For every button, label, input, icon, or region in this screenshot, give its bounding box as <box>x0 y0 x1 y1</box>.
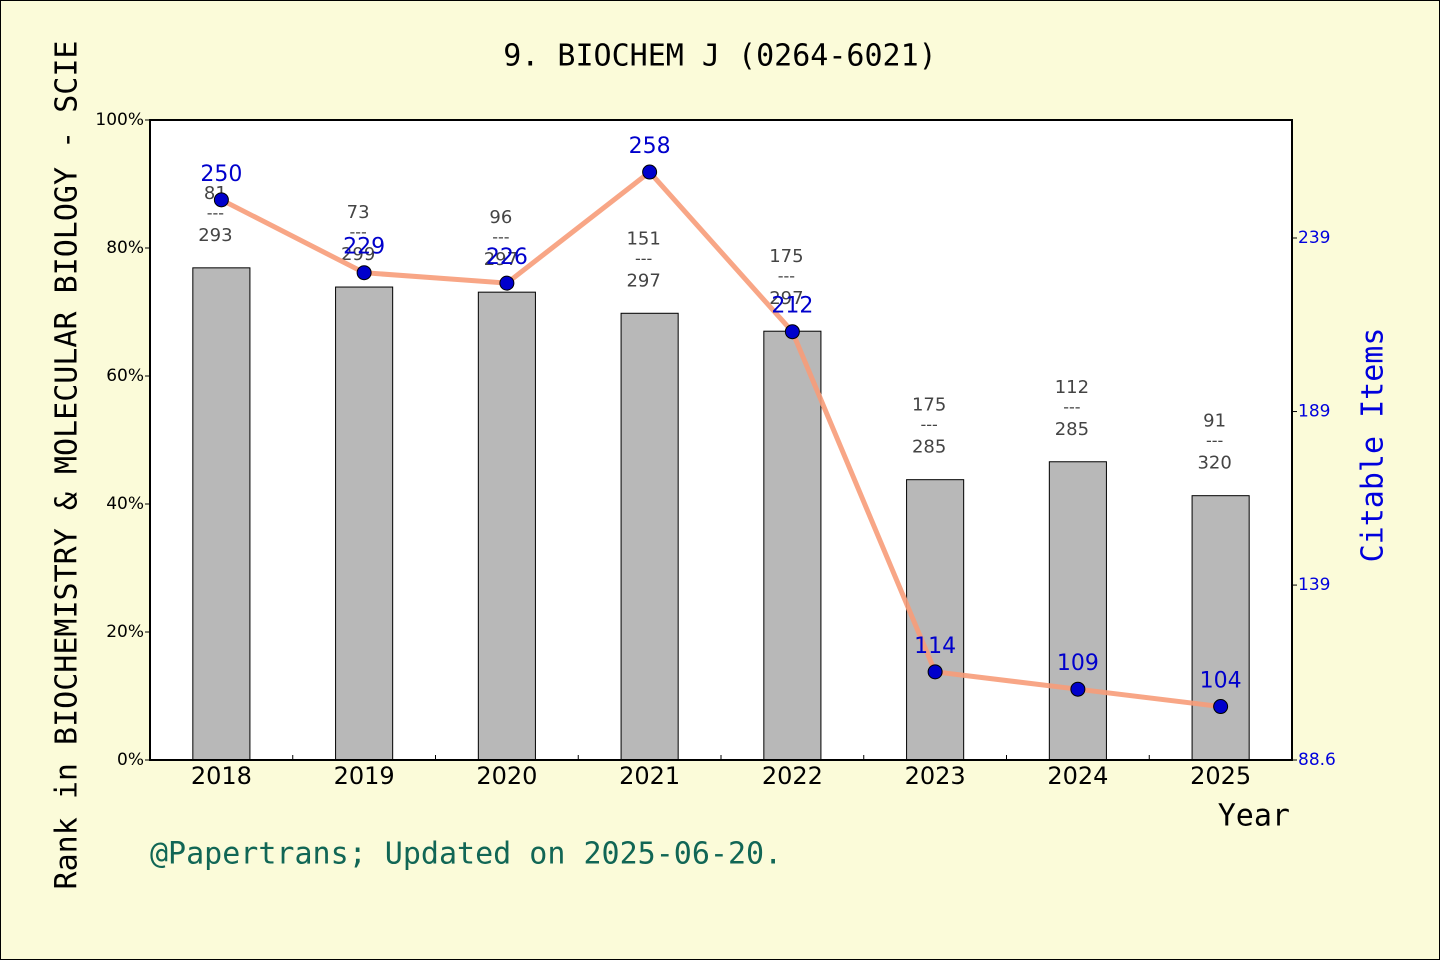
y-tick-label: 0% <box>117 750 144 770</box>
point <box>642 164 658 180</box>
rank-label: 175 <box>912 395 946 416</box>
rank-total: 299 <box>341 244 375 265</box>
x-tick-label: 2018 <box>191 762 252 790</box>
y2-tick-label: 239 <box>1298 228 1330 248</box>
bar <box>1191 495 1250 761</box>
rank-separator: --- <box>207 203 224 222</box>
x-tick-label: 2019 <box>334 762 395 790</box>
rank-label: 96 <box>489 207 512 228</box>
x-tick-label: 2025 <box>1190 762 1251 790</box>
point-label: 109 <box>1057 651 1099 676</box>
bar <box>906 479 965 761</box>
point <box>1213 699 1229 715</box>
footer: @Papertrans; Updated on 2025-06-20. <box>150 837 782 872</box>
bar <box>477 291 536 761</box>
point <box>499 275 515 291</box>
plot-area <box>150 120 1292 760</box>
point-label: 212 <box>771 294 813 319</box>
rank-total: 293 <box>198 225 232 246</box>
y2-tick-label: 139 <box>1298 575 1330 595</box>
rank-separator: --- <box>1063 397 1080 416</box>
rank-label: 112 <box>1055 377 1089 398</box>
rank-separator: --- <box>920 415 937 434</box>
bar <box>1048 461 1107 761</box>
x-axis-label: Year <box>1218 799 1290 834</box>
point <box>784 324 800 340</box>
rank-total: 297 <box>484 249 518 270</box>
rank-label: 91 <box>1203 411 1226 432</box>
point-label: 250 <box>200 162 242 187</box>
rank-label: 175 <box>769 246 803 267</box>
chart-title: 9. BIOCHEM J (0264-6021) <box>503 39 936 74</box>
point <box>213 192 229 208</box>
rank-total: 285 <box>1055 419 1089 440</box>
line <box>220 168 1221 710</box>
y-tick-label: 100% <box>95 110 144 130</box>
point-label: 229 <box>343 235 385 260</box>
point <box>356 265 372 281</box>
y-tick-label: 60% <box>106 366 144 386</box>
bar <box>192 267 251 761</box>
x-tick-label: 2023 <box>905 762 966 790</box>
rank-total: 320 <box>1197 453 1231 474</box>
rank-separator: --- <box>492 228 509 247</box>
bar <box>335 286 394 761</box>
rank-label: 73 <box>347 202 370 223</box>
y-axis-label: Rank in BIOCHEMISTRY & MOLECULAR BIOLOGY… <box>50 41 85 890</box>
y2-tick-label: 189 <box>1298 402 1330 422</box>
x-tick-label: 2020 <box>476 762 537 790</box>
rank-label: 151 <box>626 228 660 249</box>
y2-tick-label: 88.6 <box>1298 750 1336 770</box>
rank-total: 297 <box>626 270 660 291</box>
y-tick-label: 80% <box>106 238 144 258</box>
point-label: 104 <box>1200 669 1242 694</box>
rank-separator: --- <box>778 267 795 286</box>
bar <box>763 330 822 761</box>
rank-total: 285 <box>912 437 946 458</box>
rank-separator: --- <box>349 223 366 242</box>
x-tick-label: 2024 <box>1047 762 1108 790</box>
plot-frame <box>149 119 1293 761</box>
rank-total: 297 <box>769 288 803 309</box>
point-label: 114 <box>914 634 956 659</box>
x-tick-label: 2021 <box>619 762 680 790</box>
rank-separator: --- <box>1206 431 1223 450</box>
y-tick-label: 20% <box>106 622 144 642</box>
bar <box>620 312 679 761</box>
point-label: 226 <box>486 245 528 270</box>
point <box>927 664 943 680</box>
y2-axis-label: Citable Items <box>1356 328 1391 563</box>
x-tick-label: 2022 <box>762 762 823 790</box>
y-tick-label: 40% <box>106 494 144 514</box>
point <box>1070 681 1086 697</box>
rank-separator: --- <box>635 249 652 268</box>
point-label: 258 <box>629 134 671 159</box>
